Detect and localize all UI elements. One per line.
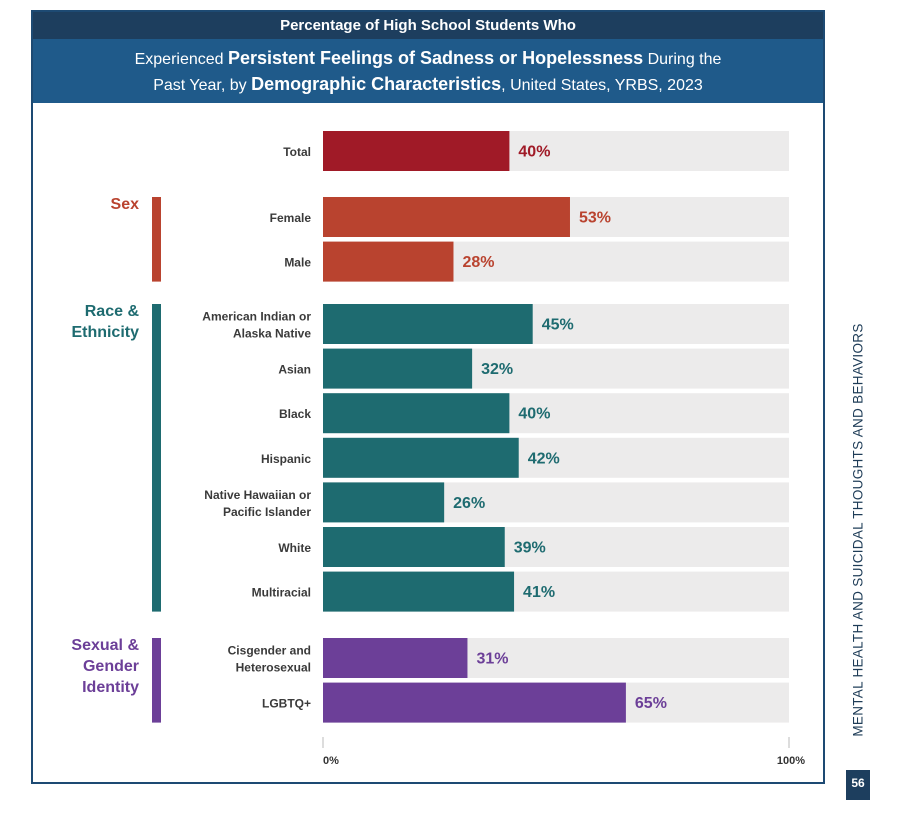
data-label: 40% <box>518 144 550 161</box>
bar <box>323 482 445 523</box>
page-number: 56 <box>846 770 870 800</box>
chart-title-line1: Percentage of High School Students Who <box>33 12 823 39</box>
data-label: 40% <box>518 406 550 423</box>
data-label: 32% <box>481 361 513 378</box>
group-label: Sex <box>111 196 140 213</box>
data-label: 26% <box>453 495 485 512</box>
data-label: 65% <box>635 695 667 712</box>
category-label: LGBTQ+ <box>262 697 311 711</box>
category-label: Hispanic <box>261 452 311 466</box>
group-bracket <box>152 304 161 612</box>
data-label: 53% <box>579 210 611 227</box>
bar <box>323 241 454 282</box>
category-label: Total <box>283 145 311 159</box>
bar <box>323 527 505 567</box>
title-main-mid: During the <box>643 51 722 68</box>
category-label: American Indian or Alaska Native <box>202 310 311 341</box>
title-main-pre: Experienced <box>134 51 228 68</box>
data-label: 39% <box>514 540 546 557</box>
bar <box>323 348 473 389</box>
category-label: Cisgender and Heterosexual <box>228 644 311 675</box>
x-tick-label: 0% <box>323 755 339 767</box>
data-label: 42% <box>528 450 560 467</box>
group-label: Sexual & Gender Identity <box>71 637 139 696</box>
category-label: Native Hawaiian or Pacific Islander <box>204 488 311 519</box>
bar <box>323 131 510 171</box>
chart-frame: Percentage of High School Students Who E… <box>31 10 825 784</box>
bar <box>323 437 519 478</box>
category-label: Multiracial <box>252 586 311 600</box>
group-label: Race & Ethnicity <box>71 303 139 341</box>
data-label: 45% <box>542 317 574 334</box>
category-label: Male <box>284 256 311 270</box>
bar <box>323 571 515 612</box>
title-line2-pre: Past Year, by <box>153 77 252 94</box>
bar <box>323 304 533 344</box>
group-bracket <box>152 197 161 282</box>
category-label: Black <box>279 407 311 421</box>
bar <box>323 682 626 723</box>
category-label: Asian <box>278 363 311 377</box>
bar <box>323 393 510 434</box>
data-label: 28% <box>462 254 494 271</box>
title-main-bold1: Persistent Feelings of Sadness or Hopele… <box>227 48 644 68</box>
title-main-post: , United States, YRBS, 2023 <box>501 77 703 94</box>
bar <box>323 197 570 237</box>
title-main-bold2: Demographic Characteristics <box>251 74 502 94</box>
category-label: White <box>278 541 311 555</box>
chart-title-main: Experienced Persistent Feelings of Sadne… <box>33 39 823 103</box>
bar-chart: 40% Total Sex 53% Female 28% Male Race & Ethnici… <box>71 131 805 767</box>
group-bracket <box>152 638 161 723</box>
x-tick-label: 100% <box>777 755 805 767</box>
bar <box>323 638 468 678</box>
data-label: 31% <box>476 651 508 668</box>
data-label: 41% <box>523 584 555 601</box>
side-section-text: MENTAL HEALTH AND SUICIDAL THOUGHTS AND … <box>850 323 866 737</box>
side-section-label: MENTAL HEALTH AND SUICIDAL THOUGHTS AND … <box>843 300 873 760</box>
category-label: Female <box>270 211 312 225</box>
